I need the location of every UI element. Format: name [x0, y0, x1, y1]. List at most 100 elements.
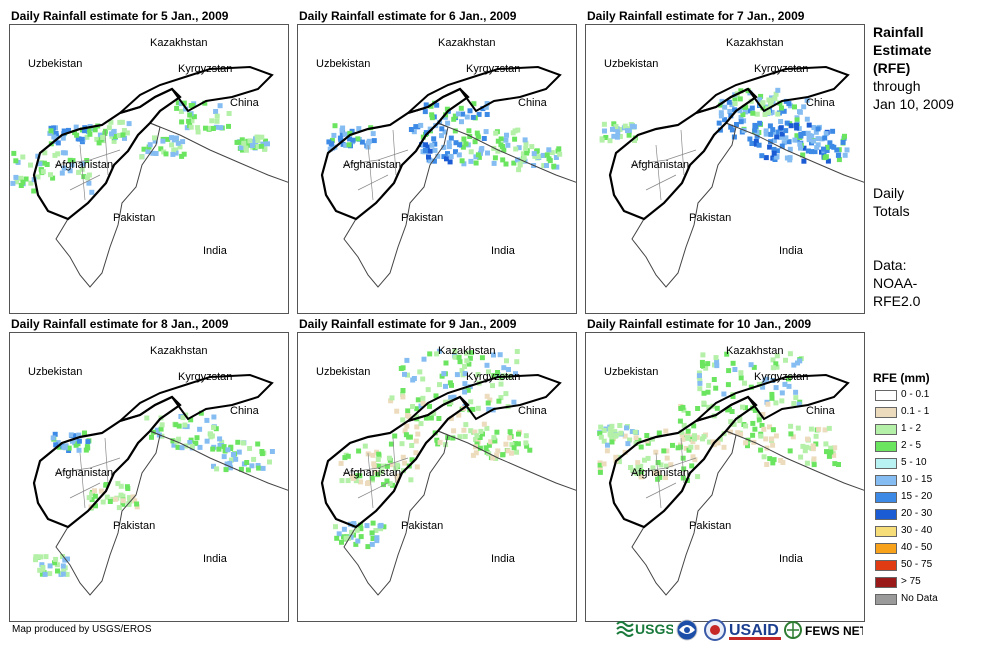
rain-cell: [774, 154, 780, 160]
rain-cell: [418, 421, 424, 427]
rain-cell: [756, 413, 762, 419]
rain-cell: [498, 136, 504, 142]
rain-cell: [764, 462, 770, 467]
rain-cell: [768, 102, 774, 108]
rain-cell: [68, 432, 74, 438]
footer-credit: Map produced by USGS/EROS: [12, 624, 152, 635]
rain-cell: [410, 404, 415, 409]
rain-cell: [699, 359, 705, 365]
rain-cell: [714, 359, 720, 365]
rain-cell: [23, 176, 29, 182]
rain-cell: [468, 149, 474, 155]
rain-cell: [53, 133, 59, 139]
rain-cell: [795, 425, 801, 431]
rain-cell: [779, 105, 784, 111]
rain-cell: [40, 169, 46, 175]
rain-cell: [60, 135, 66, 141]
rain-cell: [483, 445, 489, 451]
rain-cell: [513, 146, 519, 152]
rain-cell: [804, 460, 810, 466]
rain-cell: [491, 160, 497, 166]
rain-cell: [738, 375, 744, 381]
rain-cell: [115, 481, 121, 487]
rain-cell: [180, 415, 186, 421]
rain-cell: [400, 365, 406, 371]
rain-cell: [158, 146, 164, 152]
rain-cell: [512, 441, 518, 447]
legend-label: 20 - 30: [901, 508, 933, 519]
rain-cell: [840, 139, 846, 145]
rain-cell: [339, 131, 345, 137]
rain-cell: [152, 135, 157, 141]
rain-cell: [70, 158, 76, 164]
rain-cell: [523, 146, 529, 151]
rain-cell: [345, 453, 351, 459]
rain-cell: [434, 351, 440, 357]
rain-cell: [42, 150, 48, 156]
rain-cell: [804, 116, 810, 122]
rain-cell: [13, 174, 19, 180]
rain-cell: [190, 103, 196, 109]
rain-cell: [700, 363, 705, 368]
rain-cell: [72, 130, 78, 136]
panel-title-6: Daily Rainfall estimate for 10 Jan., 200…: [587, 317, 812, 331]
rain-cell: [728, 124, 734, 130]
rain-cell: [486, 369, 491, 375]
rain-cell: [503, 137, 509, 143]
rain-cell: [825, 144, 830, 150]
rain-cell: [252, 144, 258, 150]
country-label-uzbekistan: Uzbekistan: [28, 58, 82, 70]
rain-cell: [769, 395, 775, 401]
rain-cell: [742, 380, 747, 386]
rain-cell: [181, 100, 187, 106]
rain-cell: [492, 155, 498, 161]
rain-cell: [40, 565, 46, 570]
rain-cell: [255, 441, 261, 447]
legend-swatch: [875, 526, 897, 537]
rain-cell: [468, 158, 474, 164]
rain-cell: [189, 444, 195, 449]
rain-cell: [473, 450, 479, 456]
rain-cell: [478, 147, 484, 153]
rain-cell: [211, 424, 216, 430]
rain-cell: [81, 128, 87, 134]
rain-cell: [339, 539, 344, 545]
legend-label: 40 - 50: [901, 542, 933, 553]
rain-cell: [480, 431, 485, 437]
rain-cell: [460, 144, 466, 150]
rain-cell: [76, 136, 82, 142]
rain-cell: [386, 455, 392, 461]
rain-cell: [490, 383, 495, 389]
rain-cell: [427, 158, 433, 164]
rain-cell: [75, 441, 81, 447]
rain-cell: [388, 462, 394, 468]
rain-cell: [466, 361, 472, 367]
legend-swatch: [875, 594, 897, 605]
rain-cell: [369, 475, 375, 481]
rain-cell: [697, 378, 703, 384]
rain-cell: [529, 144, 535, 150]
rain-cell: [462, 434, 468, 439]
rain-cell: [815, 126, 821, 132]
rain-cell: [356, 126, 362, 132]
rain-cell: [495, 448, 501, 454]
rain-cell: [516, 167, 522, 173]
rain-cell: [455, 111, 461, 117]
rain-cell: [770, 357, 776, 363]
rain-cell: [770, 365, 776, 371]
rain-cell: [14, 179, 20, 185]
rain-cell: [362, 443, 368, 449]
rain-cell: [503, 161, 509, 167]
rain-cell: [342, 455, 348, 461]
rain-cell: [405, 372, 410, 378]
rain-cell: [170, 151, 176, 157]
rain-cell: [462, 381, 468, 387]
rain-cell: [120, 132, 126, 138]
rain-cell: [458, 105, 464, 111]
rain-cell: [434, 437, 440, 443]
rain-cell: [120, 501, 126, 507]
rain-cell: [177, 144, 183, 150]
rain-cell: [664, 448, 670, 454]
rain-cell: [439, 133, 444, 139]
rain-cell: [832, 461, 838, 467]
